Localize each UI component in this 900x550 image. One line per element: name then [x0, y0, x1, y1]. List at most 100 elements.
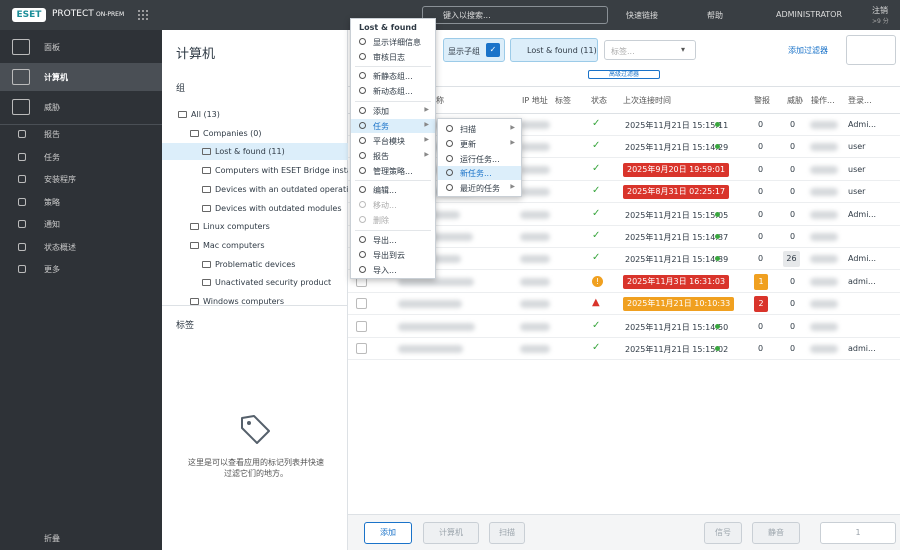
help[interactable]: 帮助: [707, 11, 723, 20]
tree-item[interactable]: Companies (0): [162, 125, 348, 142]
row-checkbox[interactable]: [356, 298, 367, 310]
menu-label[interactable]: 导出...: [373, 236, 397, 245]
menu-item[interactable]: 导出...: [351, 233, 435, 247]
menu-label[interactable]: 扫描: [460, 125, 476, 134]
menu-icon: [359, 122, 366, 129]
nav-item[interactable]: 报告: [0, 124, 162, 144]
filter-actions[interactable]: [846, 35, 896, 65]
scan-button[interactable]: 扫描: [489, 522, 525, 544]
ops-blurred: [810, 210, 838, 219]
menu-label[interactable]: 审核日志: [373, 53, 405, 62]
column-header[interactable]: 上次连接时间: [623, 96, 671, 105]
table-row[interactable]: ✓ 2025年11月21日 15:14:50 0 0: [348, 316, 900, 338]
menu-item[interactable]: 最近的任务 ▶: [438, 181, 521, 195]
menu-label[interactable]: 新静态组...: [373, 72, 413, 81]
nav-item[interactable]: 安装程序: [0, 169, 162, 189]
menu-item[interactable]: 运行任务...: [438, 152, 521, 166]
column-header[interactable]: 操作...: [811, 96, 835, 105]
signal-button[interactable]: 信号: [704, 522, 742, 544]
mute-button[interactable]: 静音: [752, 522, 800, 544]
menu-label[interactable]: 管理策略...: [373, 167, 413, 176]
menu-item[interactable]: 导出到云: [351, 248, 435, 262]
search-box[interactable]: 键入以搜索...: [422, 6, 608, 24]
tree-item[interactable]: Unactivated security product: [162, 274, 348, 291]
divider: [348, 113, 900, 114]
table-row[interactable]: ✓ 2025年11月21日 15:15:02 0 0 admi...: [348, 338, 900, 360]
menu-item[interactable]: 显示详细信息: [351, 35, 435, 49]
table-row[interactable]: ▲ 2025年11月21日 10:10:33 2 0: [348, 293, 900, 316]
menu-item[interactable]: 管理策略...: [351, 164, 435, 178]
menu-item[interactable]: 新任务...: [438, 166, 521, 181]
menu-label[interactable]: 任务: [373, 122, 389, 131]
column-header[interactable]: 威胁: [787, 96, 803, 105]
tree-item[interactable]: All (13): [162, 106, 348, 123]
menu-label[interactable]: 平台模块: [373, 137, 405, 146]
nav-item[interactable]: 任务: [0, 147, 162, 167]
submenu-arrow: ▶: [424, 151, 429, 158]
nav-item[interactable]: 面板: [0, 33, 162, 61]
nav-item[interactable]: 状态概述: [0, 237, 162, 257]
nav-item[interactable]: 更多: [0, 259, 162, 279]
menu-label[interactable]: 最近的任务: [460, 184, 500, 194]
computers-button[interactable]: 计算机: [423, 522, 479, 544]
nav-item[interactable]: 策略: [0, 192, 162, 212]
column-header[interactable]: 标签: [555, 96, 571, 105]
column-header[interactable]: 警报: [754, 96, 770, 105]
top-bar: ESET PROTECT ON-PREM 键入以搜索... 快速链接 帮助 AD…: [0, 0, 900, 30]
column-header[interactable]: 状态: [591, 96, 607, 105]
tree-item[interactable]: Devices with an outdated operating syste…: [162, 181, 390, 198]
menu-item[interactable]: 新静态组...: [351, 69, 435, 83]
tree-item[interactable]: Lost & found (11): [162, 143, 348, 161]
table-row[interactable]: ✓ 2025年11月21日 15:14:39 0 26 Admi...: [348, 248, 900, 271]
menu-label[interactable]: 导入...: [373, 266, 397, 275]
tree-item[interactable]: Devices with outdated modules: [162, 200, 348, 217]
quick-links[interactable]: 快速链接: [626, 11, 658, 20]
collapse[interactable]: 折叠: [44, 534, 60, 543]
menu-item[interactable]: 添加 ▶: [351, 104, 435, 118]
menu-item[interactable]: 更新 ▶: [438, 137, 521, 151]
tree-item[interactable]: Windows computers: [162, 293, 348, 310]
column-header[interactable]: 名称: [428, 96, 444, 105]
show-subgroups[interactable]: 显示子组 ✓: [443, 38, 505, 62]
checkbox[interactable]: ✓: [486, 43, 500, 57]
menu-item[interactable]: 任务 ▶: [351, 119, 435, 133]
nav-item[interactable]: 威胁: [0, 93, 162, 121]
add-button[interactable]: 添加: [364, 522, 412, 544]
logout[interactable]: 注销: [872, 6, 888, 15]
menu-item[interactable]: 平台模块 ▶: [351, 134, 435, 148]
menu-label[interactable]: 新任务...: [460, 169, 492, 179]
tree-item[interactable]: Computers with ESET Bridge installed: [162, 162, 366, 179]
menu-label[interactable]: 添加: [373, 107, 389, 116]
menu-label[interactable]: 报告: [373, 152, 389, 161]
group-chip[interactable]: Lost & found (11): [510, 38, 598, 62]
tree-item[interactable]: Mac computers: [162, 237, 348, 254]
nav-item[interactable]: 计算机: [0, 63, 162, 91]
column-header[interactable]: 登录...: [848, 96, 872, 105]
menu-label[interactable]: 运行任务...: [460, 154, 500, 164]
apps-icon[interactable]: [137, 9, 149, 21]
menu-item[interactable]: 审核日志: [351, 50, 435, 64]
tree-item[interactable]: Problematic devices: [162, 256, 348, 273]
menu-label[interactable]: 新动态组...: [373, 87, 413, 96]
row-checkbox[interactable]: [356, 320, 367, 332]
tags-dropdown[interactable]: 标签... ▾: [604, 40, 696, 60]
menu-item[interactable]: 导入...: [351, 263, 435, 277]
nav-item[interactable]: 通知: [0, 214, 162, 234]
menu-item[interactable]: 报告 ▶: [351, 149, 435, 163]
folder-icon: [202, 279, 211, 287]
menu-item[interactable]: 新动态组...: [351, 84, 435, 98]
menu-item[interactable]: 编辑...: [351, 183, 435, 197]
table-row[interactable]: ! 2025年11月3日 16:31:03 1 0 admi...: [348, 271, 900, 293]
column-header[interactable]: IP 地址: [522, 96, 548, 105]
menu-label[interactable]: 显示详细信息: [373, 38, 421, 47]
tree-item[interactable]: Linux computers: [162, 218, 348, 235]
menu-label[interactable]: 导出到云: [373, 251, 405, 260]
user[interactable]: ADMINISTRATOR: [776, 10, 843, 19]
add-filter[interactable]: 添加过滤器: [788, 46, 828, 55]
alerts: 0: [758, 120, 764, 129]
row-checkbox[interactable]: [356, 343, 367, 354]
menu-label[interactable]: 更新: [460, 139, 476, 149]
advanced-filter[interactable]: 高级过滤器: [588, 70, 660, 79]
menu-label[interactable]: 编辑...: [373, 186, 397, 195]
menu-item[interactable]: 扫描 ▶: [438, 122, 521, 136]
